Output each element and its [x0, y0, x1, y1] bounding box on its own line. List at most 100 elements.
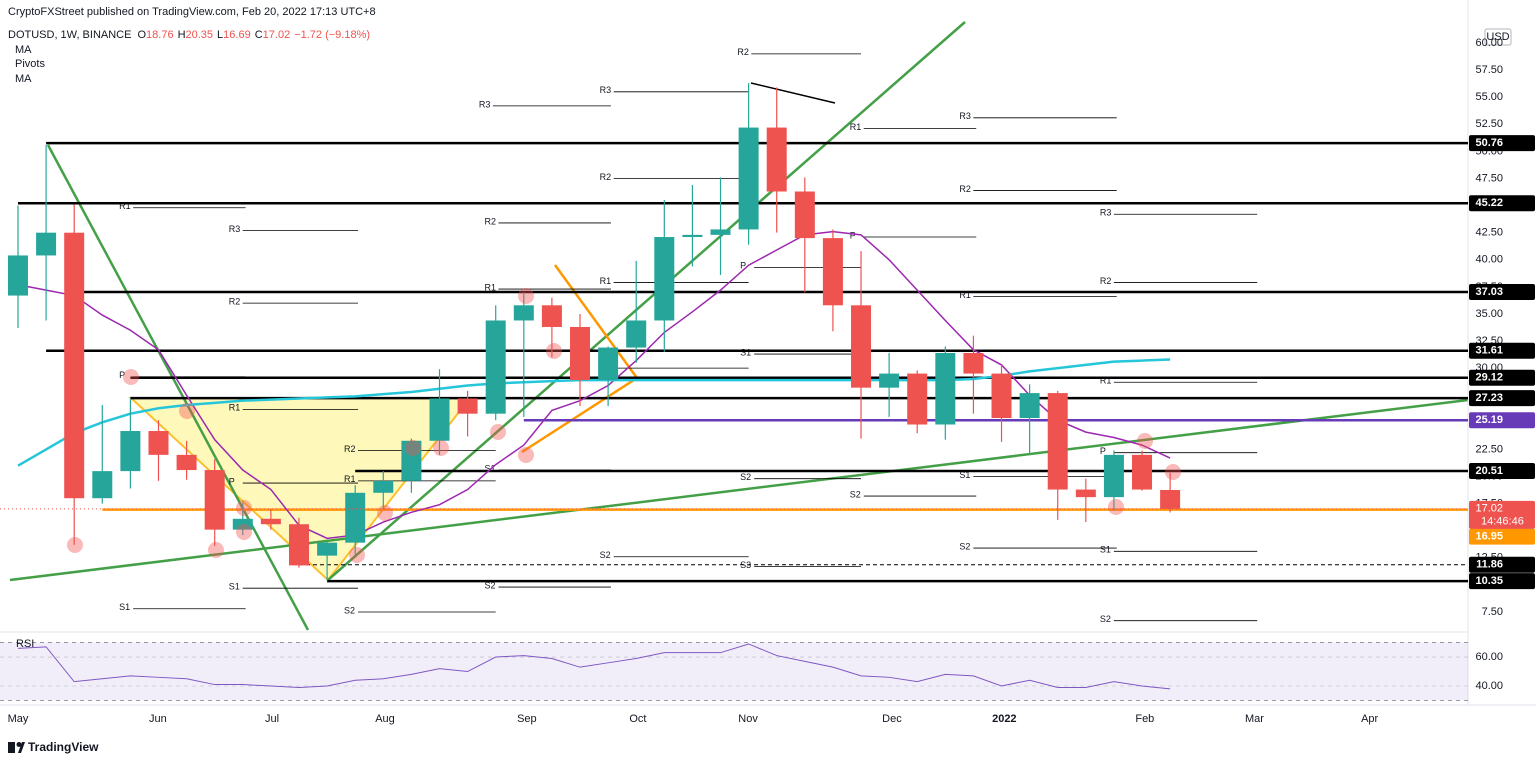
marker-circle — [1108, 499, 1124, 515]
x-tick-label: Nov — [738, 713, 758, 725]
pivot-label: R2 — [737, 47, 749, 57]
legend-item: Pivots — [15, 58, 45, 70]
currency-box[interactable] — [1484, 28, 1512, 46]
pivot-label: S2 — [850, 489, 861, 499]
pivot-label: S2 — [600, 550, 611, 560]
candle-body — [513, 305, 534, 321]
rsi-tick-label: 40.00 — [1475, 680, 1503, 692]
rsi-label: RSI — [16, 638, 34, 650]
logo-mark — [18, 742, 25, 753]
x-tick-label: Jun — [149, 713, 167, 725]
pivot-label: R3 — [479, 99, 491, 109]
candle-body — [1160, 489, 1181, 509]
level-box — [1469, 556, 1535, 573]
marker-circle — [1165, 464, 1181, 480]
y-tick-label: 55.00 — [1475, 91, 1503, 103]
pivot-label: P — [1100, 446, 1106, 456]
candle-body — [1019, 393, 1040, 419]
marker-circle — [349, 547, 365, 563]
pivot-label: S1 — [229, 582, 240, 592]
logo-mark — [8, 742, 15, 753]
pivot-label: R2 — [484, 216, 496, 226]
candle-body — [485, 320, 506, 414]
level-box — [1469, 412, 1535, 429]
pivot-label: R1 — [119, 201, 131, 211]
level-label: 11.86 — [1476, 559, 1503, 571]
candle-body — [907, 373, 928, 425]
marker-circle — [1137, 433, 1153, 449]
level-box — [1469, 342, 1535, 359]
logo-mark — [16, 742, 22, 747]
level-label: 10.35 — [1475, 575, 1503, 587]
y-tick-label: 57.50 — [1475, 64, 1503, 76]
candle-body — [373, 480, 394, 493]
currency[interactable]: USD — [1486, 31, 1509, 43]
x-tick-label: Sep — [517, 713, 537, 725]
marker-circle — [179, 403, 195, 419]
candle-body — [682, 234, 703, 238]
trend-line — [9, 398, 1469, 582]
pivot-label: R1 — [484, 282, 496, 292]
ma-line — [17, 230, 1171, 540]
candle-body — [120, 431, 141, 472]
pivot-label: S2 — [1100, 614, 1111, 624]
candle-body — [148, 431, 169, 455]
pivot-label: R3 — [959, 111, 971, 121]
y-tick-label: 22.50 — [1475, 443, 1503, 455]
candle-body — [1047, 393, 1068, 490]
publisher: CryptoFXStreet published on TradingView.… — [8, 6, 376, 18]
level-box — [1469, 369, 1535, 386]
candle-body — [822, 238, 843, 306]
x-tick-label: Aug — [375, 713, 395, 725]
ohlc-value: 20.35 — [186, 29, 214, 41]
pivot-label: S2 — [740, 472, 751, 482]
marker-circle — [67, 537, 83, 553]
trend-line — [327, 21, 966, 581]
x-tick-label: Jul — [265, 713, 279, 725]
level-box — [1469, 195, 1535, 212]
level-box — [1469, 463, 1535, 480]
x-tick-label: Feb — [1135, 713, 1154, 725]
y-tick-label: 40.00 — [1475, 254, 1503, 266]
pivot-label: R1 — [229, 403, 241, 413]
rsi-line — [17, 643, 1171, 690]
candle-body — [935, 352, 956, 425]
candle-body — [64, 232, 85, 499]
pivot-label: R1 — [850, 122, 862, 132]
pivot-label: R2 — [344, 444, 356, 454]
x-tick-label: Mar — [1245, 713, 1264, 725]
y-tick-label: 7.50 — [1482, 606, 1503, 618]
candle-body — [738, 127, 759, 230]
footer-logo — [8, 742, 25, 753]
pivot-label: S1 — [959, 470, 970, 480]
pivot-label: S2 — [959, 541, 970, 551]
ohlc-key: C — [255, 29, 263, 41]
candle-body — [654, 237, 675, 321]
pivot-label: R3 — [1100, 208, 1112, 218]
pivot-label: P — [119, 370, 125, 380]
pivot-label: R2 — [229, 297, 241, 307]
candle-body — [598, 347, 619, 381]
pivot-label: R3 — [600, 85, 612, 95]
ohlc-key: H — [178, 29, 186, 41]
marker-circle — [433, 440, 449, 456]
last-price-box — [1469, 500, 1535, 529]
pivot-label: R2 — [1100, 276, 1112, 286]
x-tick-label: Apr — [1361, 713, 1378, 725]
ohlc-value: 16.69 — [223, 29, 251, 41]
change: −1.72 (−9.18%) — [294, 29, 370, 41]
pivot-label: S1 — [1100, 545, 1111, 555]
x-tick-label: Oct — [629, 713, 646, 725]
candle-body — [626, 320, 647, 348]
candle-body — [401, 440, 422, 481]
candle-body — [710, 229, 731, 235]
pivot-label: R2 — [959, 184, 971, 194]
ohlc-key: O — [137, 29, 146, 41]
marker-circle — [377, 505, 393, 521]
pivot-label: P — [740, 261, 746, 271]
legend-item: MA — [15, 44, 32, 56]
marker-circle — [490, 424, 506, 440]
trend-line — [750, 82, 836, 104]
marker-circle — [208, 542, 224, 558]
